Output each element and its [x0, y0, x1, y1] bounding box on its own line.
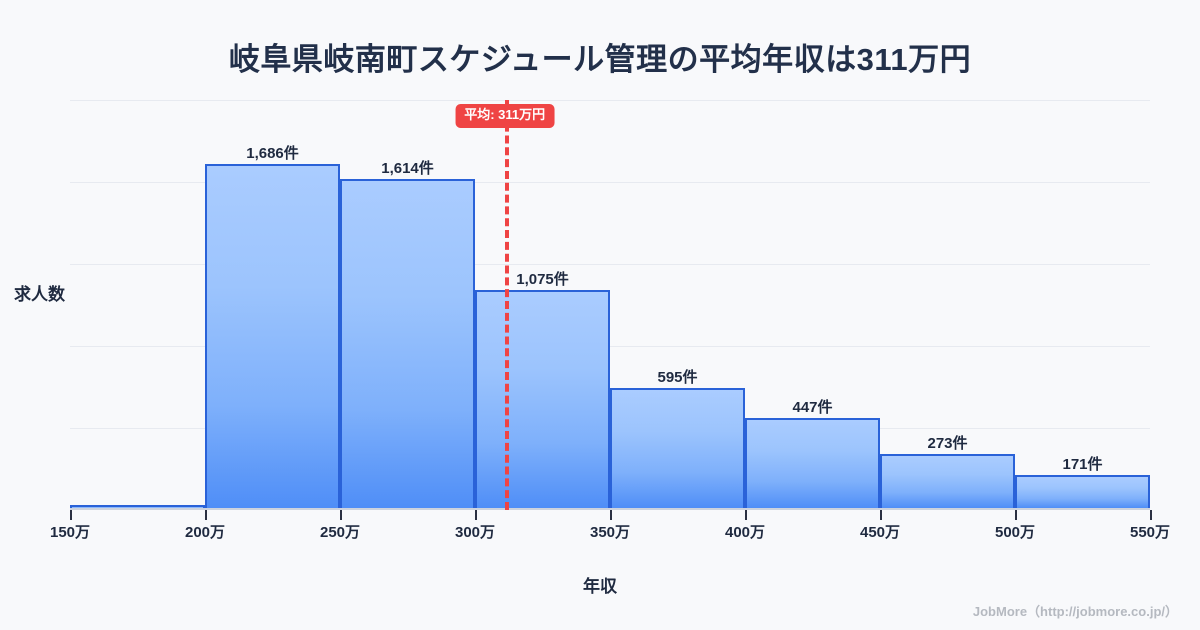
- bar-value-label: 1,686件: [246, 145, 299, 163]
- bar[interactable]: [1015, 474, 1150, 510]
- x-axis-tick: [70, 510, 72, 520]
- gridline: [70, 182, 1150, 183]
- page-title: 岐阜県岐南町スケジュール管理の平均年収は311万円: [228, 42, 972, 77]
- x-axis-tick-label: 300万: [454, 524, 496, 541]
- bar[interactable]: [340, 179, 475, 510]
- bar-series: [70, 100, 1150, 510]
- x-axis-tick: [340, 510, 342, 520]
- bar-value-label: 1,614件: [381, 160, 434, 178]
- x-axis-tick-label: 250万: [319, 524, 361, 541]
- average-line: [504, 100, 509, 510]
- x-axis-tick: [1015, 510, 1017, 520]
- x-axis-tick: [610, 510, 612, 520]
- bar-value-label: 447件: [792, 399, 833, 417]
- plot-area: [70, 100, 1150, 510]
- axis-baseline: [70, 508, 1150, 510]
- bar-value-label: 171件: [1062, 455, 1103, 473]
- bar-value-label: 273件: [927, 435, 968, 453]
- x-axis-tick: [745, 510, 747, 520]
- x-axis-tick-label: 200万: [184, 524, 226, 541]
- x-axis-tick: [475, 510, 477, 520]
- gridline: [70, 346, 1150, 347]
- x-axis-tick-label: 500万: [994, 524, 1036, 541]
- x-axis-tick-label: 400万: [724, 524, 766, 541]
- x-axis-tick: [1150, 510, 1152, 520]
- x-axis-tick-label: 350万: [589, 524, 631, 541]
- x-axis-title: 年収: [583, 577, 617, 596]
- bar[interactable]: [205, 164, 340, 510]
- x-axis-tick: [880, 510, 882, 520]
- x-axis-tick-label: 150万: [49, 524, 91, 541]
- x-axis-tick-label: 550万: [1129, 524, 1171, 541]
- bar[interactable]: [610, 388, 745, 510]
- bar[interactable]: [880, 454, 1015, 510]
- gridline: [70, 264, 1150, 265]
- bar[interactable]: [475, 289, 610, 510]
- x-axis-tick-label: 450万: [859, 524, 901, 541]
- average-badge: 平均: 311万円: [455, 104, 555, 128]
- y-axis-title: 求人数: [14, 285, 65, 304]
- x-axis-tick: [205, 510, 207, 520]
- bar-value-label: 595件: [657, 369, 698, 387]
- gridline: [70, 100, 1150, 101]
- bar[interactable]: [745, 418, 880, 510]
- watermark: JobMore（http://jobmore.co.jp/）: [972, 604, 1178, 619]
- bar-value-label: 1,075件: [516, 270, 569, 288]
